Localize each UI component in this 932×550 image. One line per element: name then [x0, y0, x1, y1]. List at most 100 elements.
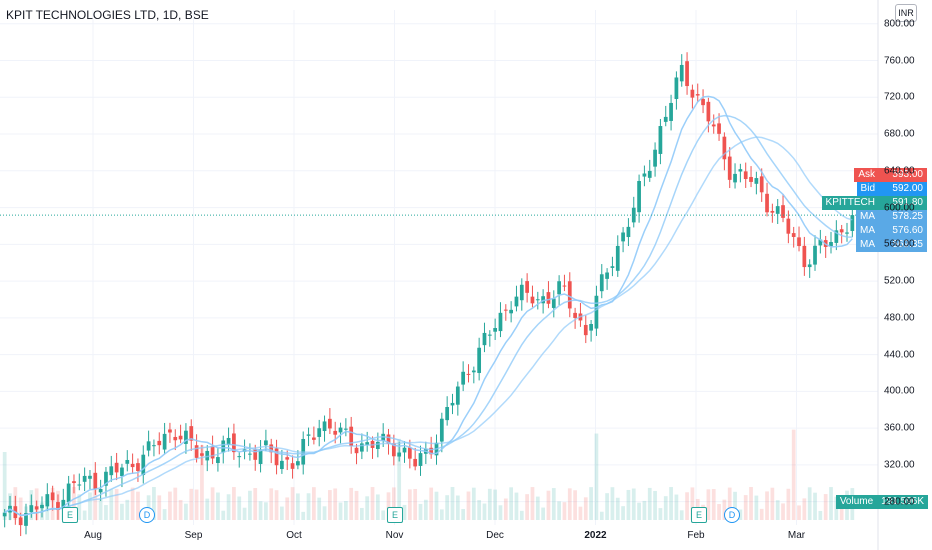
volume-bar	[829, 487, 833, 520]
volume-bar	[184, 503, 188, 520]
volume-bar	[269, 488, 274, 520]
earnings-event-icon[interactable]: E	[691, 507, 707, 523]
volume-bar	[743, 495, 748, 520]
volume-bar	[125, 499, 130, 520]
candle-body	[114, 462, 119, 473]
candle-body	[503, 309, 508, 311]
dividend-event-icon[interactable]: D	[139, 507, 155, 523]
candle-body	[482, 332, 487, 346]
volume-bar	[72, 487, 76, 520]
candle-body	[439, 418, 444, 442]
candle-body	[450, 402, 455, 406]
candle-body	[312, 437, 316, 440]
volume-bar	[615, 497, 620, 520]
price-tag-label: KPITTECH	[821, 196, 879, 210]
candle-body	[391, 443, 396, 457]
candle-body	[61, 499, 66, 508]
volume-bar	[509, 487, 514, 520]
y-tick-label: 400.00	[884, 385, 915, 397]
candle-body	[781, 205, 785, 218]
candle-body	[706, 101, 711, 122]
volume-bar	[296, 493, 300, 520]
currency-button[interactable]: INR	[895, 4, 917, 22]
volume-bar	[573, 490, 577, 520]
candle-body	[770, 210, 775, 213]
candle-body	[72, 481, 76, 484]
volume-bar	[487, 488, 492, 520]
candle-body	[589, 323, 593, 331]
candle-body	[274, 448, 279, 466]
candle-body	[535, 299, 540, 301]
candle-body	[130, 463, 135, 468]
volume-bar	[514, 492, 519, 520]
candle-body	[45, 494, 50, 507]
candle-body	[583, 324, 588, 336]
volume-bar	[391, 487, 396, 520]
volume-bar	[775, 500, 780, 520]
candle-body	[765, 193, 769, 213]
candle-body	[306, 434, 311, 436]
volume-bar	[765, 491, 769, 520]
volume-bar	[98, 498, 103, 520]
volume-bar	[839, 507, 844, 520]
candle-body	[605, 272, 609, 279]
candle-body	[471, 370, 476, 373]
moving-average-line	[4, 136, 853, 517]
candle-body	[322, 421, 327, 432]
earnings-event-icon[interactable]: E	[62, 507, 78, 523]
y-tick-label: 520.00	[884, 275, 915, 287]
candle-body	[669, 102, 673, 121]
candle-body	[152, 445, 156, 447]
candle-body	[487, 334, 492, 336]
volume-bar	[333, 488, 338, 520]
volume-bar	[546, 490, 551, 520]
candle-body	[663, 116, 668, 122]
candle-body	[738, 169, 743, 172]
candle-body	[264, 440, 268, 446]
candle-body	[802, 245, 807, 268]
price-tag-label: MA	[856, 238, 879, 252]
candle-body	[24, 513, 28, 526]
candle-body	[813, 245, 817, 265]
candle-body	[280, 460, 284, 470]
candle-body	[173, 436, 178, 441]
candle-body	[162, 433, 167, 450]
volume-bar	[557, 501, 561, 520]
volume-bar	[562, 502, 567, 520]
volume-bar	[232, 487, 236, 520]
volume-bar	[109, 489, 114, 520]
candle-body	[168, 429, 172, 433]
volume-bar	[178, 499, 183, 520]
volume-bar	[402, 504, 407, 520]
moving-average-line	[4, 114, 853, 517]
volume-bar	[93, 487, 98, 520]
y-tick-label: 440.00	[884, 349, 915, 361]
candle-body	[594, 295, 599, 329]
volume-bar	[280, 506, 284, 520]
candle-body	[253, 449, 258, 460]
volume-bar	[306, 493, 311, 520]
candle-body	[791, 233, 796, 237]
candle-body	[328, 418, 332, 429]
volume-bar	[455, 495, 460, 520]
candle-body	[349, 426, 354, 446]
y-tick-label: 560.00	[884, 238, 915, 250]
volume-bar	[274, 490, 279, 520]
candle-body	[178, 435, 183, 440]
volume-bar	[226, 494, 231, 520]
candle-body	[333, 430, 338, 435]
volume-bar	[749, 487, 753, 520]
volume-bar	[248, 490, 252, 520]
volume-bar	[258, 501, 263, 520]
candle-body	[200, 453, 204, 456]
candle-body	[407, 447, 412, 459]
dividend-event-icon[interactable]: D	[724, 507, 740, 523]
volume-tag: Volume 191.596K	[835, 495, 928, 509]
volume-bar	[237, 496, 242, 520]
earnings-event-icon[interactable]: E	[387, 507, 403, 523]
volume-bar	[631, 488, 636, 520]
volume-bar	[205, 498, 210, 520]
candle-body	[338, 427, 343, 433]
